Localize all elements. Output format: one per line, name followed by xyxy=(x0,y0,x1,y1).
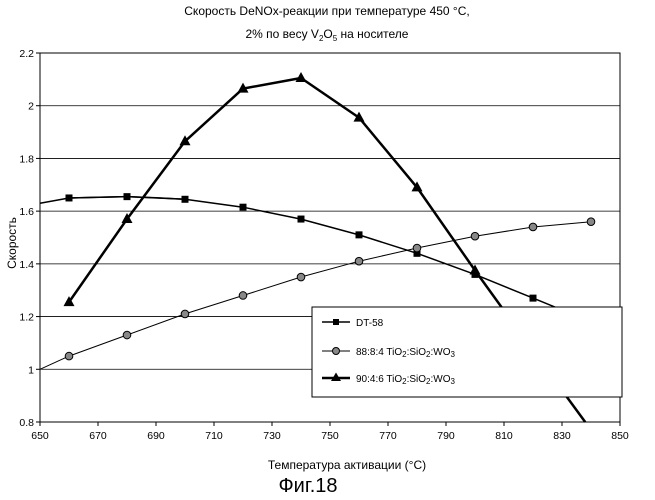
figure-caption: Фиг.18 xyxy=(278,475,337,497)
legend: DT-58 88:8:4 TiO2:SiO2:WO3 90:4:6 TiO2:S… xyxy=(312,307,622,397)
data-point-square xyxy=(124,193,131,200)
data-point-square xyxy=(182,196,189,203)
data-point-triangle xyxy=(296,72,307,82)
y-tick-label: 1.6 xyxy=(19,206,34,218)
y-tick-label: 0.8 xyxy=(19,417,34,429)
data-point-circle xyxy=(297,273,305,281)
data-point-square xyxy=(530,295,537,302)
data-point-circle xyxy=(181,310,189,318)
series-line-extension xyxy=(40,356,69,369)
data-point-circle xyxy=(355,257,363,265)
x-tick-label: 850 xyxy=(611,430,629,442)
y-tick-label: 2 xyxy=(28,101,34,113)
x-tick-label: 650 xyxy=(31,430,49,442)
data-point-circle xyxy=(123,331,131,339)
data-point-circle xyxy=(471,232,479,240)
data-point-circle xyxy=(239,292,247,300)
data-point-square xyxy=(240,204,247,211)
data-point-circle xyxy=(65,352,73,360)
data-point-square xyxy=(356,231,363,238)
x-tick-label: 710 xyxy=(205,430,223,442)
x-tick-label: 690 xyxy=(147,430,165,442)
legend-label-88-8-4: 88:8:4 TiO2:SiO2:WO3 xyxy=(356,347,456,359)
data-point-circle xyxy=(413,244,421,252)
y-tick-label: 1.4 xyxy=(19,259,34,271)
y-tick-label: 1.2 xyxy=(19,312,34,324)
y-axis: 0.8 1 1.2 1.4 1.6 1.8 2 2.2 xyxy=(19,48,40,429)
x-axis: 650 670 690 710 730 750 770 790 810 830 850 xyxy=(31,422,629,442)
x-tick-label: 830 xyxy=(553,430,571,442)
x-tick-label: 810 xyxy=(495,430,513,442)
data-point-square xyxy=(66,194,73,201)
x-axis-label: Температура активации (°С) xyxy=(268,458,426,472)
y-tick-label: 2.2 xyxy=(19,48,34,60)
series-dt58 xyxy=(40,193,595,325)
legend-marker-circle xyxy=(333,348,340,355)
data-point-square xyxy=(298,216,305,223)
y-tick-label: 1.8 xyxy=(19,153,34,165)
x-tick-label: 770 xyxy=(379,430,397,442)
legend-marker-square xyxy=(333,319,339,325)
y-tick-label: 1 xyxy=(28,364,34,376)
legend-label-90-4-6: 90:4:6 TiO2:SiO2:WO3 xyxy=(356,374,456,386)
series-line xyxy=(69,197,591,322)
chart-title-line1: Скорость DeNOx-реакции при температуре 4… xyxy=(184,4,469,18)
series-line-extension xyxy=(40,197,185,204)
x-tick-label: 790 xyxy=(437,430,455,442)
x-tick-label: 730 xyxy=(263,430,281,442)
data-point-triangle xyxy=(354,112,365,122)
y-axis-label: Скорость xyxy=(5,217,19,269)
x-tick-label: 750 xyxy=(321,430,339,442)
x-tick-label: 670 xyxy=(89,430,107,442)
data-point-circle xyxy=(587,218,595,226)
legend-label-dt58: DT-58 xyxy=(356,318,384,329)
data-point-circle xyxy=(529,223,537,231)
chart-title-line2: 2% по весу V2O5 на носителе xyxy=(246,27,409,43)
